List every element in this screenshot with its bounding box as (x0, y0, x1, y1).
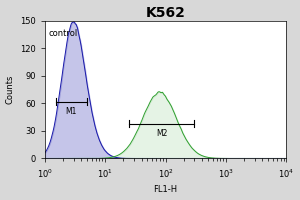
Text: control: control (49, 29, 78, 38)
Title: K562: K562 (146, 6, 186, 20)
Text: M1: M1 (66, 107, 77, 116)
Y-axis label: Counts: Counts (6, 75, 15, 104)
X-axis label: FL1-H: FL1-H (154, 185, 178, 194)
Text: M2: M2 (156, 129, 167, 138)
